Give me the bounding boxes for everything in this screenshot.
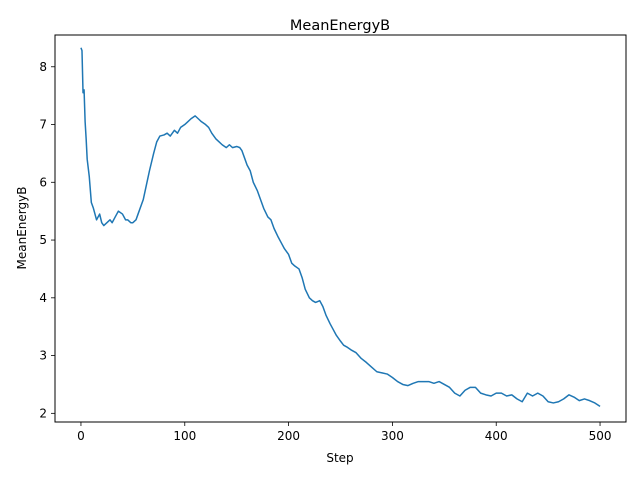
series-line	[80, 47, 601, 408]
x-axis-label: Step	[326, 451, 353, 465]
x-tick-label: 300	[381, 429, 404, 443]
y-axis-label: MeanEnergyB	[15, 187, 29, 270]
plot-area	[54, 34, 627, 423]
chart-title: MeanEnergyB	[290, 18, 390, 34]
y-tick-label: 5	[39, 233, 47, 247]
axes-frame	[54, 34, 627, 423]
y-tick-label: 3	[39, 349, 47, 363]
y-tick-label: 6	[39, 175, 47, 189]
y-tick-label: 7	[39, 118, 47, 132]
y-tick-label: 4	[39, 291, 47, 305]
x-tick-label: 200	[277, 429, 300, 443]
x-tick-label: 0	[77, 429, 85, 443]
x-tick-label: 100	[173, 429, 196, 443]
x-axis: 0 100 200 300 400 500	[77, 422, 611, 443]
y-tick-label: 8	[39, 60, 47, 74]
y-tick-label: 2	[39, 406, 47, 420]
x-tick-label: 500	[589, 429, 612, 443]
y-axis: 2 3 4 5 6 7 8	[39, 60, 55, 420]
x-tick-label: 400	[485, 429, 508, 443]
